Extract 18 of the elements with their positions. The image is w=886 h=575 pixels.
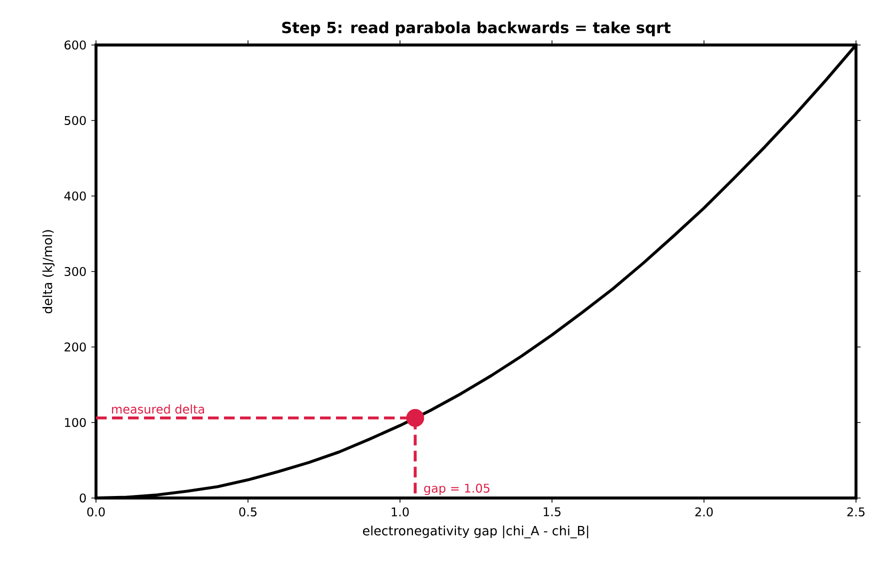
x-tick-label: 1.5 <box>544 507 560 516</box>
y-tick-label: 400 <box>64 191 86 201</box>
x-tick-label: 2.5 <box>847 507 864 516</box>
y-tick-label: 600 <box>64 40 86 50</box>
y-tick-label: 0 <box>80 493 86 503</box>
x-tick-label: 0.0 <box>87 507 105 516</box>
x-axis-title: electronegativity gap |chi_A - chi_B| <box>362 526 588 538</box>
y-tick-label: 200 <box>64 342 86 352</box>
x-tick-label: 0.5 <box>239 507 256 516</box>
y-axis-title: delta (kJ/mol) <box>42 230 55 314</box>
y-tick-label: 500 <box>64 116 86 126</box>
chart-title: Step 5: read parabola backwards = take sqrt <box>282 21 671 36</box>
x-tick-label: 2.0 <box>695 507 713 516</box>
y-tick-label: 300 <box>64 266 86 276</box>
y-tick-label: 100 <box>65 418 86 428</box>
annotation: measured delta <box>112 404 204 414</box>
annotation: gap = 1.05 <box>424 484 490 496</box>
x-tick-label: 1.0 <box>392 507 409 516</box>
